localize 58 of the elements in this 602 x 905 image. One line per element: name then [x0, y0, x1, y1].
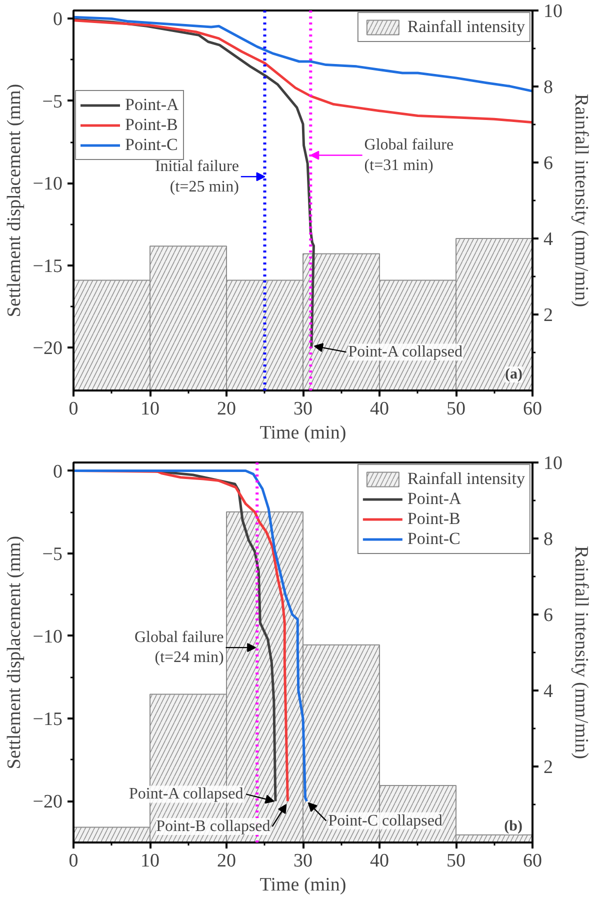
annotation: Global failure (t=24 min) [134, 628, 224, 666]
y-tick-label: −15 [32, 709, 63, 730]
annotation: Point-C collapsed [328, 812, 442, 830]
y2-axis-title: Rainfall intensity (mm/min) [570, 94, 592, 308]
x-tick-label: 50 [446, 398, 466, 420]
legend-label: Point-B [125, 115, 178, 135]
y-axis-title: Settlement displacement (mm) [4, 84, 25, 318]
x-tick-label: 10 [140, 850, 160, 872]
annotation: (b) [504, 818, 523, 834]
x-tick-label: 20 [217, 398, 236, 420]
y-tick-label: −10 [32, 174, 63, 195]
y-tick-label: −20 [32, 338, 63, 360]
annotation: Point-B collapsed [156, 818, 270, 835]
x-tick-label: 40 [370, 850, 389, 872]
legend-label: Point-C [407, 529, 460, 549]
line-series [74, 16, 532, 92]
x-tick-label: 50 [446, 850, 466, 872]
x-tick-label: 30 [294, 850, 312, 872]
x-tick-label: 60 [523, 850, 542, 872]
x-tick-label: 0 [68, 850, 78, 872]
y2-tick-label: 6 [544, 605, 553, 626]
legend-label: Point-C [125, 135, 178, 155]
y2-tick-label: 8 [544, 529, 553, 550]
x-tick-label: 0 [68, 398, 78, 420]
y2-tick-label: 4 [544, 229, 554, 250]
x-axis-title: Time (min) [260, 874, 346, 896]
legend-label: Point-A [125, 95, 179, 115]
annotation: Global failure (t=31 min) [364, 136, 454, 174]
y-tick-label: 0 [53, 461, 62, 482]
y-tick-label: −10 [32, 626, 63, 648]
y-axis-title: Settlement displacement (mm) [4, 536, 25, 770]
y2-tick-label: 10 [544, 1, 562, 22]
legend-label: Rainfall intensity [407, 17, 525, 37]
y-tick-label: −5 [42, 544, 63, 565]
x-axis-title: Time (min) [260, 422, 346, 444]
x-tick-label: 40 [370, 398, 389, 420]
annotation: Point-A collapsed [129, 786, 244, 803]
y2-tick-label: 6 [544, 153, 553, 174]
legend-label: Point-B [407, 509, 460, 529]
y2-tick-label: 2 [544, 305, 553, 326]
y-tick-label: 0 [53, 9, 62, 30]
y-tick-label: −20 [32, 792, 63, 813]
legend-label: Point-A [407, 489, 462, 509]
x-tick-label: 30 [294, 398, 312, 420]
legend-label: Rainfall intensity [407, 469, 525, 489]
annotation: Initial failure (t=25 min) [154, 158, 239, 196]
x-tick-label: 10 [140, 398, 160, 420]
y-tick-label: −5 [42, 91, 63, 112]
x-tick-label: 60 [523, 398, 542, 420]
y2-tick-label: 4 [544, 681, 554, 702]
y2-axis-title: Rainfall intensity (mm/min) [570, 546, 592, 760]
annotation: (a) [505, 366, 523, 382]
y2-tick-label: 2 [544, 757, 553, 778]
annotation: Point-A collapsed [348, 344, 462, 361]
y2-tick-label: 10 [544, 453, 562, 474]
y-tick-label: −15 [32, 256, 63, 277]
x-tick-label: 20 [217, 850, 236, 872]
y2-tick-label: 8 [544, 77, 553, 98]
